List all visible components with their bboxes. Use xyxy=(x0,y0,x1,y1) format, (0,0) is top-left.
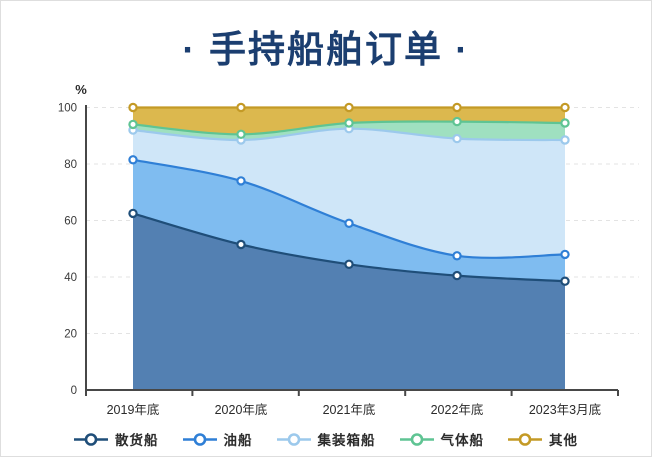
y-axis-tick-label: 60 xyxy=(64,216,77,228)
marker-container-ship xyxy=(452,133,462,144)
marker-gas-carrier xyxy=(452,116,462,127)
area-oil-tanker xyxy=(133,159,565,282)
marker-gas-carrier xyxy=(236,129,246,140)
legend-label: 集装箱船 xyxy=(317,433,376,448)
y-axis-tick-label: 100 xyxy=(58,103,77,115)
marker-other xyxy=(128,102,138,113)
chart-title: · 手持船舶订单 · xyxy=(182,29,470,70)
marker-other xyxy=(344,102,354,113)
x-axis-category-label: 2020年底 xyxy=(215,402,268,417)
y-axis-tick-label: 80 xyxy=(64,159,77,171)
y-axis-tick-label: 20 xyxy=(64,329,77,341)
marker-gas-carrier xyxy=(128,119,138,130)
legend-label: 散货船 xyxy=(115,433,159,448)
marker-bulk-carrier xyxy=(128,208,138,219)
x-axis-category-label: 2022年底 xyxy=(431,402,484,417)
legend-item-bulk-carrier: 散货船 xyxy=(74,429,159,449)
marker-bulk-carrier xyxy=(452,270,462,281)
legend-label: 气体船 xyxy=(440,433,484,448)
marker-gas-carrier xyxy=(560,118,570,128)
legend-item-oil-tanker: 油船 xyxy=(182,429,253,449)
legend-item-container-ship: 集装箱船 xyxy=(276,429,376,449)
marker-other xyxy=(236,102,246,113)
legend-item-other: 其他 xyxy=(508,429,578,449)
legend-label: 油船 xyxy=(223,433,253,448)
legend-marker-icon xyxy=(399,432,434,446)
marker-bulk-carrier xyxy=(236,239,246,250)
marker-other xyxy=(560,102,570,113)
legend-item-gas-carrier: 气体船 xyxy=(399,429,485,449)
marker-gas-carrier xyxy=(344,118,354,128)
chart-legend: 散货船 油船 集装箱船 气体船 其他 xyxy=(1,429,651,449)
x-axis-category-label: 2021年底 xyxy=(323,402,376,417)
marker-oil-tanker xyxy=(236,176,246,186)
x-axis-category-label: 2019年底 xyxy=(107,402,160,417)
legend-marker-icon xyxy=(508,432,542,446)
y-axis-tick-label: 0 xyxy=(71,385,77,397)
area-container-ship xyxy=(133,128,565,258)
legend-marker-icon xyxy=(276,432,311,446)
stacked-area-chart: 0 20 40 60 80 100% 2019年底 2020年底 2021年底 2022年底 202… xyxy=(58,82,639,417)
marker-oil-tanker xyxy=(452,251,462,261)
y-axis-tick-label: 40 xyxy=(64,272,77,284)
marker-container-ship xyxy=(560,135,570,145)
legend-marker-icon xyxy=(182,432,217,446)
legend-label: 其他 xyxy=(549,433,578,448)
legend-marker-icon xyxy=(74,432,108,446)
marker-bulk-carrier xyxy=(344,259,354,269)
y-axis-unit-label: % xyxy=(75,82,87,97)
marker-bulk-carrier xyxy=(560,276,570,286)
marker-oil-tanker xyxy=(128,155,138,165)
marker-other xyxy=(452,102,462,113)
x-axis-category-label: 2023年3月底 xyxy=(529,402,601,417)
marker-oil-tanker xyxy=(560,249,570,260)
marker-oil-tanker xyxy=(344,218,354,228)
area-bulk-carrier xyxy=(133,213,565,390)
